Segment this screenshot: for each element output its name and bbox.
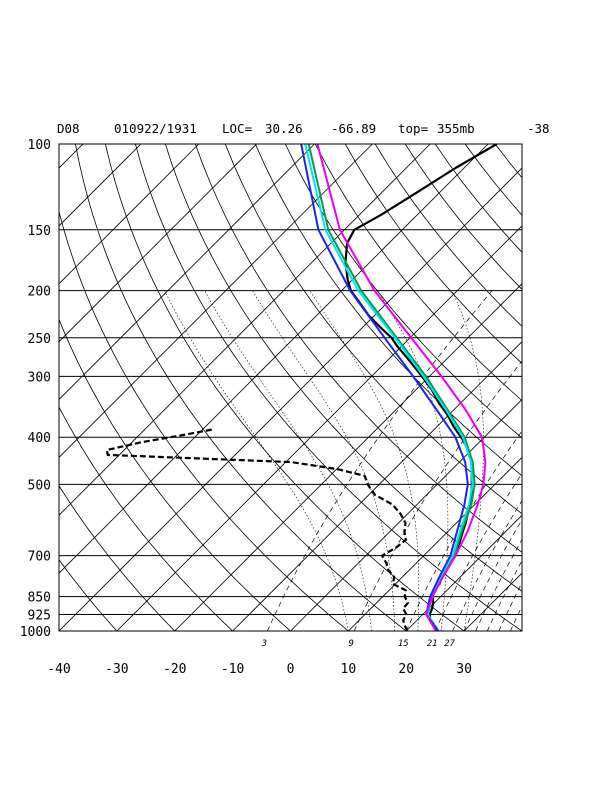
header-lon: -66.89 (331, 121, 376, 136)
dry-adiabat (404, 144, 522, 290)
moist-adiabat (164, 290, 349, 631)
pressure-tick-label-150: 150 (28, 224, 51, 239)
dry-adiabat (284, 144, 522, 439)
mixing-ratio-label-27: 27 (444, 639, 455, 649)
pressure-tick-label-500: 500 (28, 478, 51, 493)
isotherm--40 (59, 167, 522, 631)
header-datetime: 010922/1931 (114, 121, 197, 136)
temperature-tick-label--20: -20 (163, 662, 186, 677)
mixing-ratio-line-21 (434, 472, 522, 631)
dry-adiabat (464, 144, 522, 216)
series-member_blue (300, 144, 469, 631)
isotherm-10 (348, 456, 522, 631)
header-loc-label: LOC= (222, 121, 252, 136)
pressure-tick-label-100: 100 (28, 138, 51, 153)
pressure-tick-label-925: 925 (28, 609, 51, 624)
header-top-value: 355mb (437, 121, 475, 136)
dry-adiabat (59, 559, 118, 631)
isotherm--90 (59, 144, 257, 343)
isotherm-0 (290, 398, 522, 631)
dry-adiabat (374, 144, 522, 327)
pressure-tick-label-400: 400 (28, 431, 51, 446)
dry-adiabat (59, 485, 176, 631)
moist-adiabat (309, 290, 420, 631)
mixing-ratio-line-extra (475, 538, 522, 631)
header-extra: -38 (527, 121, 550, 136)
dry-adiabat (434, 144, 522, 253)
dry-adiabat (59, 209, 349, 631)
pressure-tick-label-1000: 1000 (20, 625, 51, 640)
dry-adiabat (224, 144, 522, 515)
temperature-tick-label-10: 10 (341, 662, 357, 677)
dry-adiabat (105, 144, 465, 631)
plot-frame (58, 143, 523, 632)
isotherm--80 (59, 144, 315, 401)
isotherm--50 (59, 144, 489, 574)
series-dewpoint (105, 428, 409, 631)
temperature-tick-label--30: -30 (105, 662, 128, 677)
dry-adiabat (135, 144, 522, 631)
temperature-tick-label--10: -10 (221, 662, 244, 677)
background-grid (59, 144, 612, 631)
mixing-ratio-line-3 (267, 290, 493, 631)
moist-adiabat (204, 290, 372, 631)
isotherm--30 (116, 225, 522, 631)
dry-adiabat (75, 144, 407, 631)
mixing-ratio-line-9 (353, 360, 522, 631)
dry-adiabat (59, 318, 291, 631)
mixing-ratio-line-extra (463, 519, 522, 631)
temperature-tick-label-0: 0 (287, 662, 295, 677)
pressure-tick-label-200: 200 (28, 285, 51, 300)
dry-adiabat (59, 406, 233, 631)
isotherm-20 (405, 514, 522, 631)
dry-adiabat (525, 144, 612, 631)
isotherm--110 (59, 144, 142, 227)
dry-adiabat (555, 144, 612, 631)
isotherm--100 (59, 144, 200, 285)
series-member_cyan (304, 144, 474, 631)
moist-adiabat (451, 290, 484, 631)
header-station: D08 (57, 121, 80, 136)
dry-adiabat (344, 144, 522, 364)
mixing-ratio-line-extra (498, 581, 522, 631)
pressure-tick-label-850: 850 (28, 591, 51, 606)
header-top-label: top= (398, 121, 428, 136)
isotherm--70 (59, 144, 373, 458)
mixing-ratio-label-3: 3 (261, 639, 267, 649)
isotherm-40 (521, 630, 522, 631)
temperature-tick-label-30: 30 (456, 662, 472, 677)
isotherm--10 (232, 341, 522, 631)
temperature-tick-label-20: 20 (398, 662, 414, 677)
mixing-ratio-label-15: 15 (398, 639, 409, 649)
header-lat: 30.26 (265, 121, 303, 136)
moist-adiabat (252, 290, 395, 631)
pressure-tick-label-700: 700 (28, 550, 51, 565)
mixing-ratio-line-extra (510, 605, 522, 631)
dry-adiabat (194, 144, 522, 553)
dry-adiabat (585, 144, 612, 631)
mixing-ratio-label-21: 21 (427, 639, 438, 649)
pressure-tick-label-300: 300 (28, 370, 51, 385)
isotherm-30 (463, 572, 522, 631)
pressure-tick-label-250: 250 (28, 332, 51, 347)
temperature-tick-label--40: -40 (47, 662, 70, 677)
isotherm--60 (59, 144, 431, 516)
isotherm--20 (174, 283, 522, 631)
series-member_magenta (316, 144, 487, 631)
dry-adiabat (314, 144, 522, 402)
dry-adiabat (254, 144, 522, 477)
mixing-ratio-label-9: 9 (348, 639, 353, 649)
dry-adiabat (494, 144, 522, 179)
mixing-ratio-line-27 (452, 500, 522, 631)
sounding-profiles (105, 144, 498, 631)
